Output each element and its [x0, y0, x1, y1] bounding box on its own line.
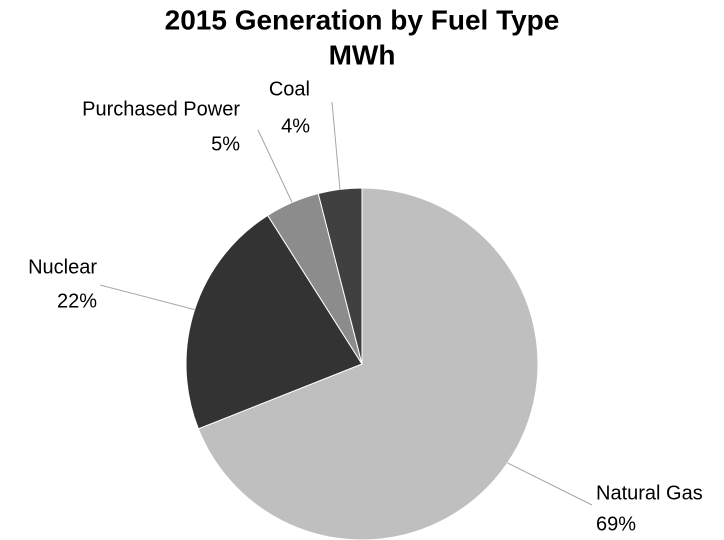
pie-slice: [317, 187, 363, 365]
leader-line: [507, 462, 593, 506]
slice-label: Purchased Power: [82, 98, 240, 120]
pie-slice: [185, 214, 363, 430]
slice-label: Nuclear: [28, 256, 97, 278]
slice-value-label: 5%: [211, 133, 240, 155]
slice-label: Natural Gas: [596, 482, 703, 504]
leader-line: [99, 284, 195, 311]
leader-line: [331, 101, 341, 190]
slice-value-label: 4%: [281, 115, 310, 137]
chart-subtitle: MWh: [329, 39, 396, 70]
pie-slice: [197, 187, 539, 540]
leader-line: [257, 129, 293, 203]
chart-title: 2015 Generation by Fuel Type: [165, 4, 560, 35]
slice-value-label: 69%: [596, 513, 636, 535]
slice-value-label: 22%: [57, 290, 97, 312]
slice-label: Coal: [269, 78, 310, 100]
